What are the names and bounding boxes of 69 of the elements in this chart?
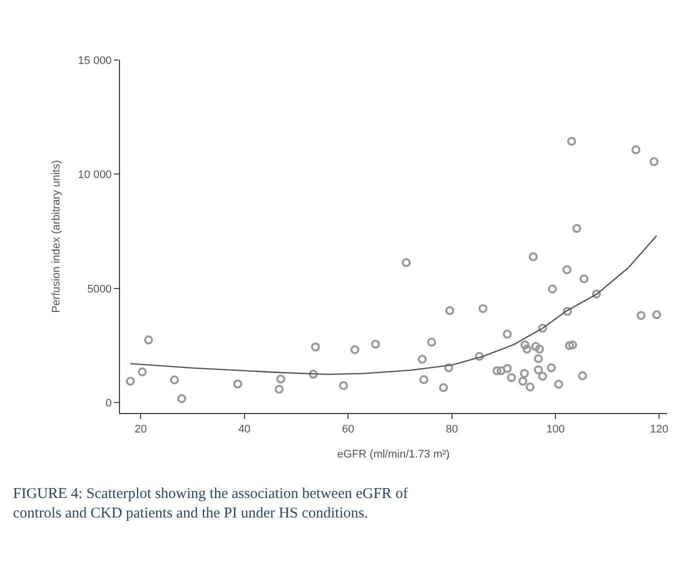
point [578, 371, 587, 380]
point [534, 344, 544, 354]
point [350, 345, 360, 354]
point [572, 224, 582, 233]
point [652, 310, 662, 320]
point [276, 374, 286, 384]
point [419, 375, 428, 384]
point [177, 394, 186, 404]
point [170, 375, 179, 384]
point [636, 310, 646, 320]
point [631, 145, 640, 154]
point [520, 340, 530, 350]
point [418, 354, 427, 364]
point [562, 306, 572, 316]
point [478, 304, 488, 314]
point [445, 306, 454, 316]
point [518, 376, 528, 386]
point [233, 379, 242, 388]
point [506, 373, 516, 382]
y-tick-label: 10 000 [78, 169, 112, 182]
point [546, 363, 556, 372]
point [502, 330, 512, 339]
point [538, 372, 548, 381]
point [548, 284, 557, 294]
point [138, 367, 147, 376]
point [522, 344, 532, 354]
point [310, 342, 320, 352]
point [520, 368, 529, 378]
point [402, 258, 411, 268]
point [444, 363, 454, 372]
x-tick-label: 60 [342, 423, 354, 436]
point [580, 274, 589, 284]
line-series [130, 235, 658, 376]
point [308, 370, 318, 379]
x-tick-label: 20 [134, 423, 147, 436]
point [567, 136, 576, 146]
y-tick-label: 0 [106, 398, 112, 410]
point [126, 376, 135, 386]
x-tick-label: 40 [238, 423, 251, 436]
point [427, 338, 436, 347]
point [502, 364, 512, 373]
x-tick-label: 80 [446, 423, 458, 436]
y-tick-label: 5000 [87, 283, 112, 296]
x-tick-label: 120 [650, 423, 668, 436]
point [338, 381, 348, 390]
point [274, 384, 284, 394]
point [554, 380, 564, 389]
y-axis-title: Perfusion index (arbitrary units) [50, 160, 63, 313]
point [528, 252, 538, 262]
point [531, 342, 540, 352]
point [650, 157, 659, 166]
x-tick-label: 100 [546, 423, 565, 436]
point [439, 383, 448, 392]
point [144, 335, 154, 344]
caption: FIGURE 4: Scatterplot showing the association between eGFR of controls and CKD patients and the PI under HS conditions. [13, 486, 408, 522]
point [562, 265, 572, 274]
y-tick-label: 15 000 [78, 54, 112, 67]
point [538, 324, 548, 333]
point [526, 382, 535, 392]
point [474, 352, 484, 361]
point [534, 354, 543, 364]
x-axis-title: eGFR (ml/min/1.73 m²) [337, 448, 450, 460]
point [592, 289, 601, 298]
point [568, 340, 578, 350]
point [565, 341, 574, 350]
point [534, 365, 543, 374]
point [496, 366, 506, 376]
point [492, 366, 502, 376]
point [371, 340, 380, 349]
